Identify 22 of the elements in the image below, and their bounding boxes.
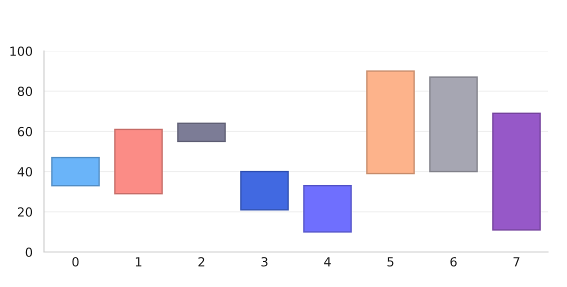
y-tick-label: 100 (10, 46, 32, 56)
x-tick-label: 4 (324, 257, 331, 266)
x-tick-label: 2 (198, 257, 204, 266)
y-tick-label: 0 (26, 247, 32, 257)
y-tick-label: 80 (18, 86, 32, 96)
x-tick-label: 5 (387, 257, 394, 267)
x-tick-label: 7 (514, 257, 520, 266)
y-tick-label: 20 (18, 207, 32, 217)
x-tick-label: 0 (72, 257, 79, 267)
bar (114, 128, 163, 194)
x-tick-label: 6 (450, 257, 457, 267)
bar (240, 170, 289, 210)
x-tick-label: 3 (261, 257, 268, 267)
y-tick-label: 60 (18, 126, 32, 136)
x-tick-label: 1 (136, 257, 142, 266)
y-tick-label: 40 (18, 167, 32, 177)
bar (366, 70, 415, 174)
bar (303, 184, 352, 233)
bar (492, 112, 541, 231)
bar (51, 156, 100, 186)
bar (177, 122, 226, 142)
bar (429, 76, 478, 172)
